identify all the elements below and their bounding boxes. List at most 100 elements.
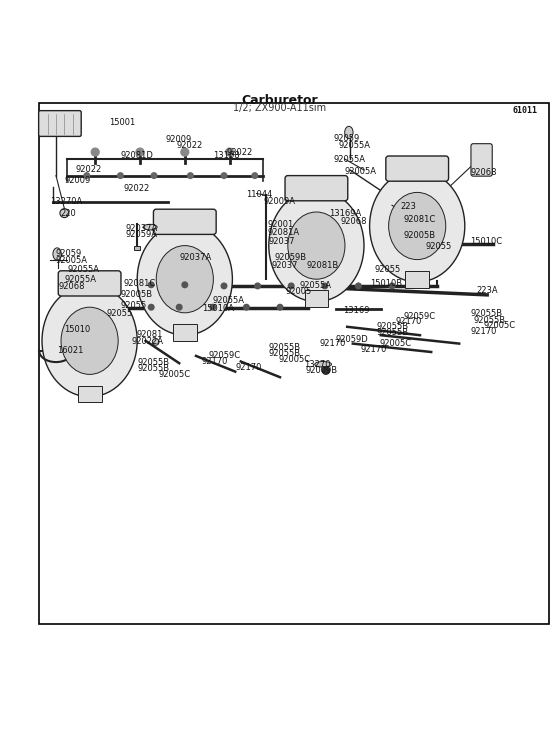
Text: 15001: 15001: [109, 118, 136, 127]
Text: 92009B: 92009B: [305, 366, 337, 375]
Text: 223: 223: [400, 203, 416, 212]
Text: 92068: 92068: [59, 282, 85, 291]
Text: 92022A: 92022A: [132, 337, 164, 346]
Circle shape: [148, 305, 154, 310]
Text: 1/2; ZX900-A11sim: 1/2; ZX900-A11sim: [234, 103, 326, 113]
Text: 92059D: 92059D: [336, 335, 368, 343]
Text: 92055B: 92055B: [269, 349, 301, 358]
Text: 92170: 92170: [319, 339, 346, 348]
Text: 92170: 92170: [235, 363, 262, 372]
Text: 220: 220: [60, 209, 76, 218]
Text: 92055: 92055: [106, 309, 133, 318]
Text: 92005C: 92005C: [278, 355, 310, 364]
Text: 92081D: 92081D: [120, 151, 153, 160]
Circle shape: [389, 283, 395, 288]
Text: 92009A: 92009A: [263, 198, 295, 206]
Circle shape: [60, 209, 69, 217]
Circle shape: [176, 305, 182, 310]
Text: 92022: 92022: [176, 141, 203, 150]
Text: 15010B: 15010B: [370, 279, 402, 288]
Circle shape: [152, 339, 159, 346]
Bar: [405, 271, 429, 288]
Circle shape: [84, 173, 90, 179]
Text: 92055: 92055: [374, 265, 400, 274]
Text: 92005B: 92005B: [120, 290, 152, 299]
Text: 92055: 92055: [426, 242, 452, 251]
Ellipse shape: [42, 285, 137, 397]
Circle shape: [252, 173, 258, 179]
Circle shape: [148, 282, 154, 288]
Text: 92001: 92001: [268, 220, 294, 229]
Circle shape: [151, 173, 157, 179]
Ellipse shape: [389, 193, 446, 260]
Text: 92059B: 92059B: [274, 253, 306, 262]
Text: 92005C: 92005C: [158, 370, 190, 379]
Text: 13169: 13169: [343, 306, 369, 315]
Circle shape: [221, 173, 227, 179]
Circle shape: [91, 148, 99, 156]
Circle shape: [244, 305, 249, 310]
Text: 92068: 92068: [340, 217, 367, 226]
Text: 92055B: 92055B: [377, 322, 409, 331]
Text: 92055B: 92055B: [137, 357, 169, 367]
Text: 92037A: 92037A: [126, 224, 158, 233]
Text: 92055A: 92055A: [300, 281, 332, 291]
Text: 61011: 61011: [512, 105, 538, 115]
Text: 92059: 92059: [56, 250, 82, 258]
Bar: [173, 324, 197, 341]
Circle shape: [322, 283, 328, 288]
Text: 92170: 92170: [360, 345, 386, 354]
Ellipse shape: [53, 248, 62, 260]
Text: 13169A: 13169A: [329, 209, 362, 218]
Text: 92055B: 92055B: [269, 343, 301, 352]
Ellipse shape: [137, 223, 232, 335]
Circle shape: [182, 282, 188, 288]
Circle shape: [188, 173, 193, 179]
Text: 92055B: 92055B: [137, 364, 169, 373]
Circle shape: [288, 283, 294, 288]
Text: 92170: 92170: [395, 317, 422, 326]
Circle shape: [226, 148, 234, 156]
Circle shape: [221, 283, 227, 288]
Ellipse shape: [345, 127, 353, 138]
Text: 92037A: 92037A: [179, 253, 212, 262]
Bar: [134, 246, 140, 250]
Text: 92037: 92037: [269, 236, 295, 246]
Text: 92055A: 92055A: [213, 296, 245, 305]
Text: 13270A: 13270A: [50, 198, 83, 206]
Text: 92081B: 92081B: [307, 261, 339, 269]
FancyBboxPatch shape: [471, 143, 492, 176]
FancyBboxPatch shape: [58, 271, 121, 296]
Text: 92022: 92022: [123, 184, 150, 193]
Text: 92055: 92055: [120, 301, 147, 310]
Circle shape: [322, 367, 330, 374]
Text: 92055A: 92055A: [333, 155, 365, 164]
Ellipse shape: [315, 362, 332, 367]
Circle shape: [210, 305, 216, 310]
Text: 11044: 11044: [246, 190, 273, 198]
Text: Carburetor: Carburetor: [242, 94, 318, 106]
Ellipse shape: [156, 246, 213, 313]
Text: 15010A: 15010A: [202, 305, 234, 313]
Text: 92005: 92005: [286, 287, 312, 296]
Text: 223A: 223A: [476, 286, 498, 295]
Text: 15010: 15010: [64, 324, 91, 334]
Text: 16021: 16021: [57, 346, 83, 355]
Bar: [78, 386, 101, 403]
Text: 92170: 92170: [470, 327, 497, 336]
Text: 92055A: 92055A: [67, 265, 99, 274]
Text: 92081C: 92081C: [123, 279, 156, 288]
Ellipse shape: [269, 190, 364, 302]
Text: 92005A: 92005A: [56, 256, 88, 265]
Text: 92059A: 92059A: [126, 231, 158, 239]
Circle shape: [277, 305, 283, 310]
Text: 92055B: 92055B: [377, 328, 409, 337]
Ellipse shape: [370, 170, 465, 282]
Text: 92059C: 92059C: [403, 312, 435, 321]
Text: 92059: 92059: [333, 134, 360, 143]
Text: 92081: 92081: [136, 330, 162, 339]
Circle shape: [181, 148, 189, 156]
Text: 92022: 92022: [227, 148, 253, 157]
Text: 13168: 13168: [213, 152, 240, 160]
Text: 92022: 92022: [76, 165, 102, 174]
